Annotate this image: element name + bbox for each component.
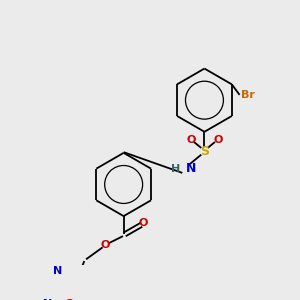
Text: Br: Br (241, 90, 255, 100)
Text: N: N (186, 162, 196, 175)
Text: O: O (186, 135, 196, 145)
Text: N: N (43, 299, 52, 300)
Text: S: S (200, 145, 209, 158)
Text: O: O (101, 240, 110, 250)
Text: O: O (213, 135, 223, 145)
Text: O: O (64, 299, 74, 300)
Text: N: N (53, 266, 63, 276)
Text: H: H (171, 164, 180, 174)
Text: O: O (138, 218, 148, 228)
